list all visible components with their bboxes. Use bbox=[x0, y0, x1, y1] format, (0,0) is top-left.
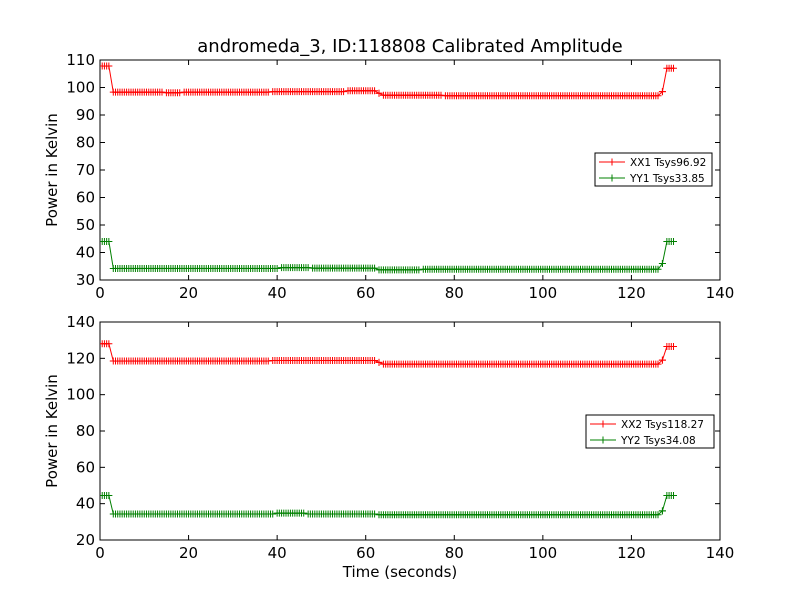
data-point bbox=[105, 340, 113, 348]
data-point bbox=[105, 238, 113, 245]
y-axis-label: Power in Kelvin bbox=[43, 374, 61, 488]
data-point bbox=[654, 360, 662, 368]
data-point bbox=[375, 358, 383, 366]
y-tick-label: 80 bbox=[76, 422, 95, 440]
legend-entry: XX2 Tsys118.27 bbox=[621, 419, 704, 431]
data-point bbox=[654, 92, 662, 100]
data-point bbox=[658, 356, 666, 364]
x-tick-label: 120 bbox=[617, 284, 646, 302]
x-tick-label: 100 bbox=[529, 284, 558, 302]
y-axis-label: Power in Kelvin bbox=[43, 113, 61, 227]
data-point bbox=[300, 509, 308, 517]
data-point bbox=[670, 64, 677, 72]
data-point bbox=[176, 89, 184, 97]
x-tick-label: 80 bbox=[445, 544, 464, 562]
legend-entry: YY1 Tsys33.85 bbox=[629, 173, 705, 185]
legend-entry: YY2 Tsys34.08 bbox=[620, 435, 696, 447]
data-point bbox=[273, 264, 281, 272]
y-tick-label: 60 bbox=[76, 458, 95, 476]
y-tick-label: 30 bbox=[76, 271, 95, 289]
y-tick-label: 120 bbox=[66, 349, 95, 367]
data-point bbox=[340, 88, 348, 96]
y-tick-label: 110 bbox=[66, 51, 95, 69]
data-point bbox=[304, 264, 312, 272]
y-tick-label: 40 bbox=[76, 495, 95, 513]
x-tick-label: 140 bbox=[706, 544, 735, 562]
data-point bbox=[437, 91, 445, 99]
subplots: 0 20 40 60 80 100 120 14030405060708090100110Po… bbox=[43, 51, 734, 581]
x-tick-label: 60 bbox=[356, 284, 375, 302]
y-tick-label: 40 bbox=[76, 244, 95, 262]
data-point bbox=[264, 357, 272, 365]
legend-box bbox=[594, 152, 713, 187]
y-tick-label: 140 bbox=[66, 313, 95, 331]
y-tick-label: 60 bbox=[76, 189, 95, 207]
x-tick-label: 140 bbox=[706, 284, 735, 302]
subplot-2: 0 20 40 60 80 100 120 14020406080100120140Power… bbox=[43, 313, 734, 581]
data-point bbox=[105, 491, 113, 499]
data-point bbox=[269, 510, 277, 518]
y-tick-label: 80 bbox=[76, 134, 95, 152]
legend-marker bbox=[608, 158, 616, 166]
data-point bbox=[654, 265, 662, 273]
data-point bbox=[371, 264, 379, 272]
data-point bbox=[670, 491, 677, 499]
data-point bbox=[654, 511, 662, 519]
legend-entry: XX1 Tsys96.92 bbox=[630, 157, 706, 169]
data-point bbox=[371, 510, 379, 518]
series-2 bbox=[100, 491, 677, 519]
x-tick-label: 0 bbox=[95, 284, 105, 302]
legend-marker bbox=[599, 436, 607, 444]
y-tick-label: 100 bbox=[66, 386, 95, 404]
data-point bbox=[670, 343, 677, 351]
x-tick-label: 40 bbox=[268, 544, 287, 562]
legend-marker bbox=[608, 174, 616, 182]
series-2 bbox=[100, 238, 677, 274]
y-tick-label: 100 bbox=[66, 79, 95, 97]
x-tick-label: 100 bbox=[529, 544, 558, 562]
subplot-1: 0 20 40 60 80 100 120 140 30 40 50 60 70 80 90 100 110 Po… bbox=[43, 51, 734, 302]
legend-marker bbox=[599, 420, 607, 428]
data-point bbox=[670, 238, 677, 245]
x-tick-label: 40 bbox=[268, 284, 287, 302]
x-tick-label: 0 bbox=[95, 544, 105, 562]
data-point bbox=[371, 357, 379, 365]
x-tick-label: 80 bbox=[445, 284, 464, 302]
data-point bbox=[371, 87, 379, 95]
y-tick-label: 90 bbox=[76, 106, 95, 124]
x-axis-label: Time (seconds) bbox=[342, 563, 458, 581]
legend-2: XX2 Tsys118.27 YY2 Tsys34.08 bbox=[585, 414, 715, 449]
x-tick-label: 60 bbox=[356, 544, 375, 562]
series-1 bbox=[100, 62, 677, 100]
data-point bbox=[105, 62, 113, 70]
y-tick-label: 50 bbox=[76, 216, 95, 234]
legend-box bbox=[585, 414, 715, 449]
data-point bbox=[415, 266, 423, 274]
data-point bbox=[158, 88, 166, 96]
y-tick-label: 20 bbox=[76, 531, 95, 549]
series-1 bbox=[100, 340, 677, 368]
x-tick-label: 20 bbox=[179, 544, 198, 562]
chart-title: andromeda_3, ID:118808 Calibrated Amplit… bbox=[197, 36, 623, 57]
y-tick-label: 70 bbox=[76, 161, 95, 179]
legend-1: XX1 Tsys96.92 YY1 Tsys33.85 bbox=[594, 152, 713, 187]
x-tick-label: 20 bbox=[179, 284, 198, 302]
data-point bbox=[658, 260, 666, 267]
data-point bbox=[658, 507, 666, 515]
data-point bbox=[375, 89, 383, 97]
data-point bbox=[264, 88, 272, 96]
data-point bbox=[658, 88, 666, 96]
x-tick-label: 120 bbox=[617, 544, 646, 562]
